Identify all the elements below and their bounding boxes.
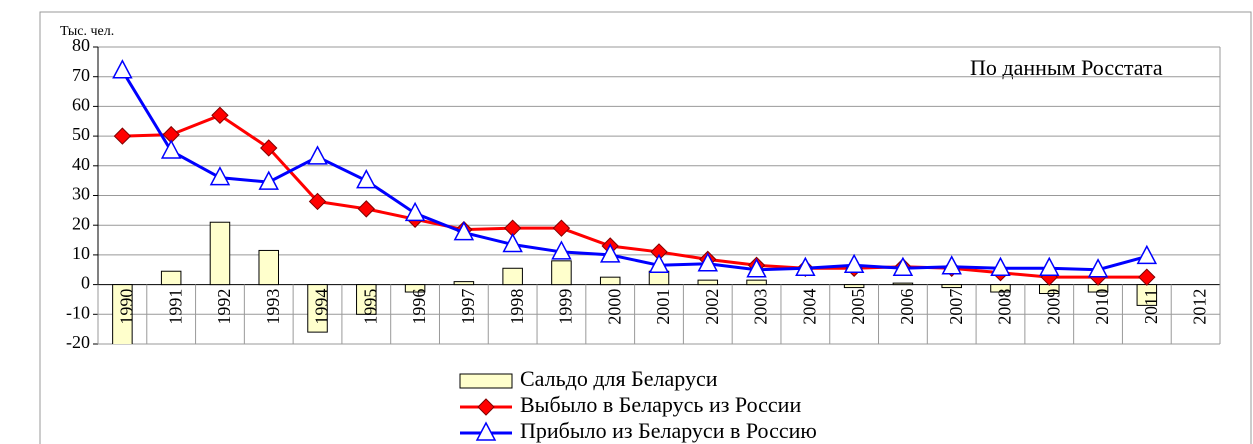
- x-tick-label: 1998: [507, 289, 527, 325]
- marker: [1138, 268, 1156, 286]
- y-tick-label: 50: [72, 124, 90, 144]
- marker: [1039, 256, 1060, 277]
- bar: [990, 284, 1011, 293]
- legend-marker: [475, 421, 497, 441]
- bar: [502, 267, 523, 286]
- marker: [453, 221, 475, 241]
- bar: [356, 284, 377, 315]
- marker: [357, 200, 376, 218]
- bar: [209, 221, 231, 286]
- legend-label: Выбыло в Беларусь из России: [520, 392, 801, 417]
- y-tick-label: 60: [72, 95, 90, 115]
- marker: [990, 256, 1011, 277]
- x-tick-label: 2001: [653, 289, 673, 325]
- y-tick-label: 10: [72, 243, 90, 263]
- y-tick-label: -10: [66, 302, 90, 322]
- x-tick-label: 1995: [360, 289, 380, 325]
- x-tick-label: 2010: [1092, 289, 1112, 325]
- marker: [746, 258, 767, 278]
- x-tick-label: 1993: [263, 289, 283, 325]
- bar: [746, 279, 767, 286]
- x-tick-label: 2006: [897, 289, 917, 325]
- legend-label: Прибыло из Беларуси в Россию: [520, 418, 817, 443]
- line: [122, 113, 1147, 279]
- y-tick-label: 80: [72, 35, 90, 55]
- bar: [307, 284, 328, 333]
- x-tick-label: 1999: [556, 289, 576, 325]
- marker: [209, 166, 231, 186]
- x-tick-label: 2005: [848, 289, 868, 325]
- y-tick-label: 30: [72, 184, 90, 204]
- x-tick-label: 2009: [1043, 289, 1063, 325]
- bar: [160, 270, 182, 286]
- bar: [892, 282, 914, 286]
- unit-label: Тыс. чел.: [60, 24, 114, 39]
- legend-swatch: [459, 373, 513, 389]
- marker: [599, 243, 621, 263]
- x-tick-label: 2011: [1141, 289, 1161, 324]
- marker: [258, 170, 279, 190]
- marker: [308, 192, 327, 211]
- bar: [941, 284, 962, 289]
- marker: [1136, 244, 1158, 265]
- plot-area: [112, 59, 1158, 344]
- marker: [160, 139, 182, 159]
- legend-marker: [477, 398, 495, 416]
- marker: [941, 255, 962, 275]
- x-tick-label: 2007: [946, 289, 966, 325]
- annotation: По данным Росстата: [970, 55, 1163, 80]
- x-tick-label: 2002: [702, 289, 722, 325]
- x-tick-label: 2000: [604, 289, 624, 325]
- x-tick-label: 2008: [995, 289, 1015, 325]
- marker: [260, 139, 278, 157]
- marker: [551, 240, 572, 260]
- y-tick-label: -20: [66, 332, 90, 352]
- bar: [112, 284, 133, 344]
- x-tick-label: 1992: [214, 289, 234, 325]
- bar: [551, 260, 572, 286]
- chart-frame: [39, 11, 1252, 444]
- marker: [697, 252, 719, 272]
- line: [121, 69, 1148, 272]
- y-tick-label: 20: [72, 213, 90, 233]
- y-tick-label: 70: [72, 65, 90, 85]
- bar: [697, 279, 719, 286]
- marker: [795, 256, 816, 277]
- x-tick-label: 2004: [799, 289, 819, 325]
- bar: [453, 281, 475, 286]
- x-tick-label: 2012: [1190, 289, 1210, 325]
- marker: [892, 256, 914, 277]
- marker: [307, 145, 328, 165]
- x-tick-label: 1996: [409, 289, 429, 325]
- bar: [258, 249, 279, 286]
- marker: [112, 59, 133, 79]
- marker: [648, 253, 670, 274]
- marker: [552, 219, 571, 237]
- bar: [648, 270, 670, 286]
- x-tick-label: 1991: [165, 289, 185, 325]
- marker: [843, 253, 865, 274]
- marker: [356, 169, 377, 189]
- x-tick-label: 2003: [751, 289, 771, 325]
- bar: [404, 284, 426, 293]
- bar: [599, 276, 621, 286]
- x-tick-label: 1994: [312, 289, 332, 325]
- marker: [211, 106, 229, 125]
- marker: [113, 127, 132, 145]
- marker: [502, 232, 523, 253]
- legend: [453, 365, 973, 444]
- y-tick-label: 40: [72, 154, 90, 174]
- y-tick-label: 0: [81, 273, 90, 293]
- legend-label: Сальдо для Беларуси: [520, 366, 718, 391]
- x-tick-label: 1990: [117, 289, 137, 325]
- x-tick-label: 1997: [458, 289, 478, 325]
- marker: [404, 201, 426, 222]
- marker: [1087, 258, 1109, 278]
- bar: [843, 284, 865, 289]
